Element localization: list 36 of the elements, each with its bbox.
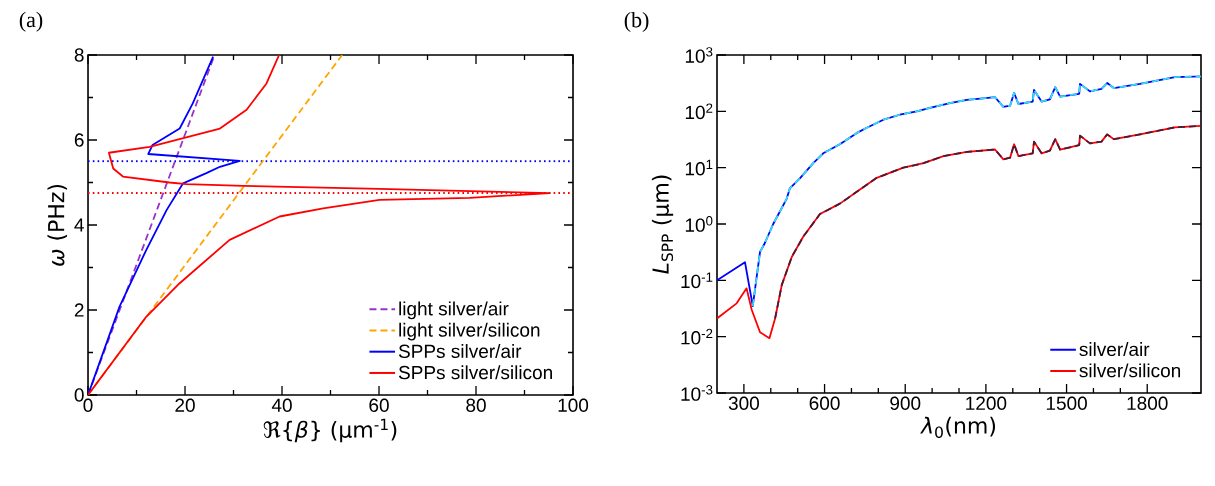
y-tick-label: 10$^{2}$	[685, 103, 713, 120]
chart-title: (a)	[19, 11, 43, 32]
y-tick-label: 10$^{3}$	[685, 47, 713, 63]
x-tick-label: 0	[83, 398, 93, 412]
legend-label: light silver/silicon	[399, 322, 540, 341]
x-tick-label: 1500	[1046, 396, 1087, 410]
legend-label: silver/silicon	[1079, 363, 1181, 378]
x-tick-label: 300	[728, 396, 759, 410]
line-series	[774, 125, 1201, 320]
legend-label: silver/air	[1079, 342, 1150, 357]
y-tick-label: 8	[74, 48, 84, 62]
x-tick-label: 40	[271, 398, 292, 412]
x-tick-label: 20	[175, 398, 195, 412]
x-tick-label: 1200	[966, 396, 1007, 410]
x-tick-label: 1800	[1127, 396, 1168, 410]
y-tick-label: 10$^{0}$	[685, 216, 713, 232]
x-tick-label: 100	[558, 398, 589, 412]
x-axis-title: ℜ{β} (μm$^{-1}$)	[263, 418, 397, 443]
x-tick-label: 900	[890, 396, 921, 410]
y-tick-label: 10$^{-2}$	[681, 328, 713, 345]
y-tick-label: 6	[74, 133, 84, 147]
y-tick-label: 10$^{-3}$	[681, 385, 713, 401]
legend-label: SPPs silver/air	[398, 344, 522, 359]
y-tick-label: 4	[74, 218, 84, 232]
y-tick-label: 2	[74, 303, 84, 317]
y-tick-label: 10$^{-1}$	[681, 272, 713, 289]
y-tick-label: 10$^{1}$	[685, 159, 713, 176]
y-axis-title: ω (PHz)	[47, 184, 68, 266]
y-axis-title: L$_{SPP}$ (μm)	[651, 175, 674, 274]
x-tick-label: 60	[369, 398, 389, 412]
x-tick-label: 80	[466, 398, 486, 412]
chart-title: (b)	[624, 11, 649, 32]
legend-label: SPPs silver/silicon	[398, 365, 552, 380]
x-tick-label: 600	[809, 396, 840, 410]
legend-label: light silver/air	[399, 301, 509, 320]
x-axis-title: λ$_{0}$(nm)	[920, 416, 996, 439]
